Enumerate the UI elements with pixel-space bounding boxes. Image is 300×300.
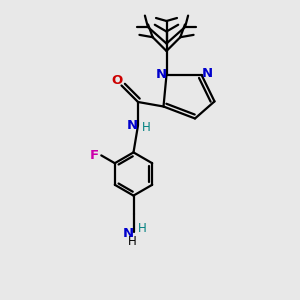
Text: F: F (90, 149, 99, 162)
Text: H: H (142, 121, 151, 134)
Text: O: O (111, 74, 123, 88)
Text: N: N (127, 119, 138, 133)
Text: N: N (122, 227, 134, 240)
Text: N: N (155, 68, 167, 81)
Text: H: H (128, 235, 136, 248)
Text: N: N (201, 67, 213, 80)
Text: H: H (138, 222, 147, 235)
